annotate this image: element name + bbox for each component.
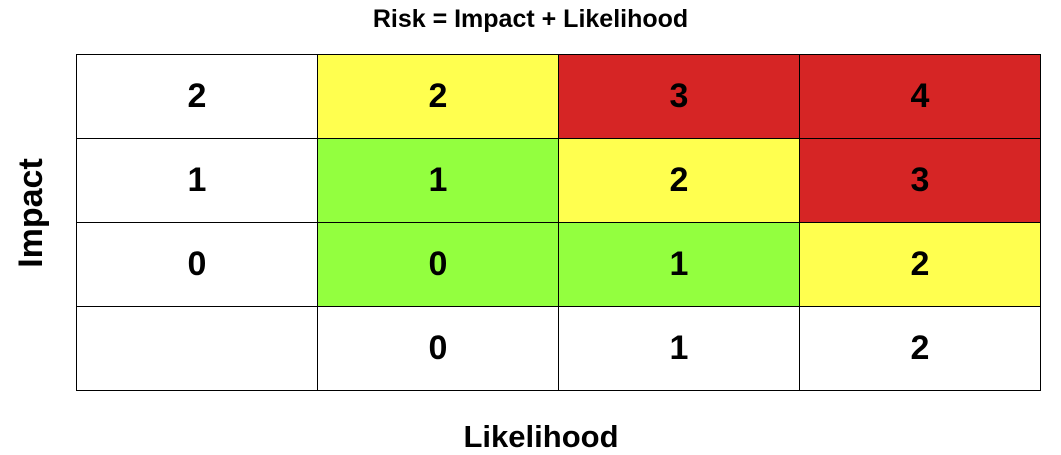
risk-cell: 1 — [558, 222, 800, 307]
risk-cell: 2 — [558, 138, 800, 223]
impact-value: 0 — [76, 222, 318, 307]
impact-value: 1 — [76, 138, 318, 223]
risk-cell: 1 — [317, 138, 559, 223]
matrix-row-impact-2: 2 2 3 4 — [76, 54, 1041, 139]
likelihood-value: 1 — [558, 306, 800, 391]
matrix-row-impact-0: 0 0 1 2 — [76, 222, 1041, 307]
risk-cell: 4 — [799, 54, 1041, 139]
risk-cell: 3 — [558, 54, 800, 139]
x-axis-label: Likelihood — [463, 419, 619, 454]
corner-cell — [76, 306, 318, 391]
chart-title: Risk = Impact + Likelihood — [372, 5, 689, 33]
risk-matrix: 2 2 3 4 1 1 2 3 0 0 1 2 0 1 2 — [76, 54, 1041, 391]
impact-value: 2 — [76, 54, 318, 139]
risk-cell: 3 — [799, 138, 1041, 223]
likelihood-value: 0 — [317, 306, 559, 391]
risk-cell: 2 — [799, 222, 1041, 307]
risk-cell: 2 — [317, 54, 559, 139]
matrix-row-impact-1: 1 1 2 3 — [76, 138, 1041, 223]
y-axis-label: Impact — [12, 158, 50, 268]
risk-cell: 0 — [317, 222, 559, 307]
matrix-likelihood-row: 0 1 2 — [76, 306, 1041, 391]
likelihood-value: 2 — [799, 306, 1041, 391]
